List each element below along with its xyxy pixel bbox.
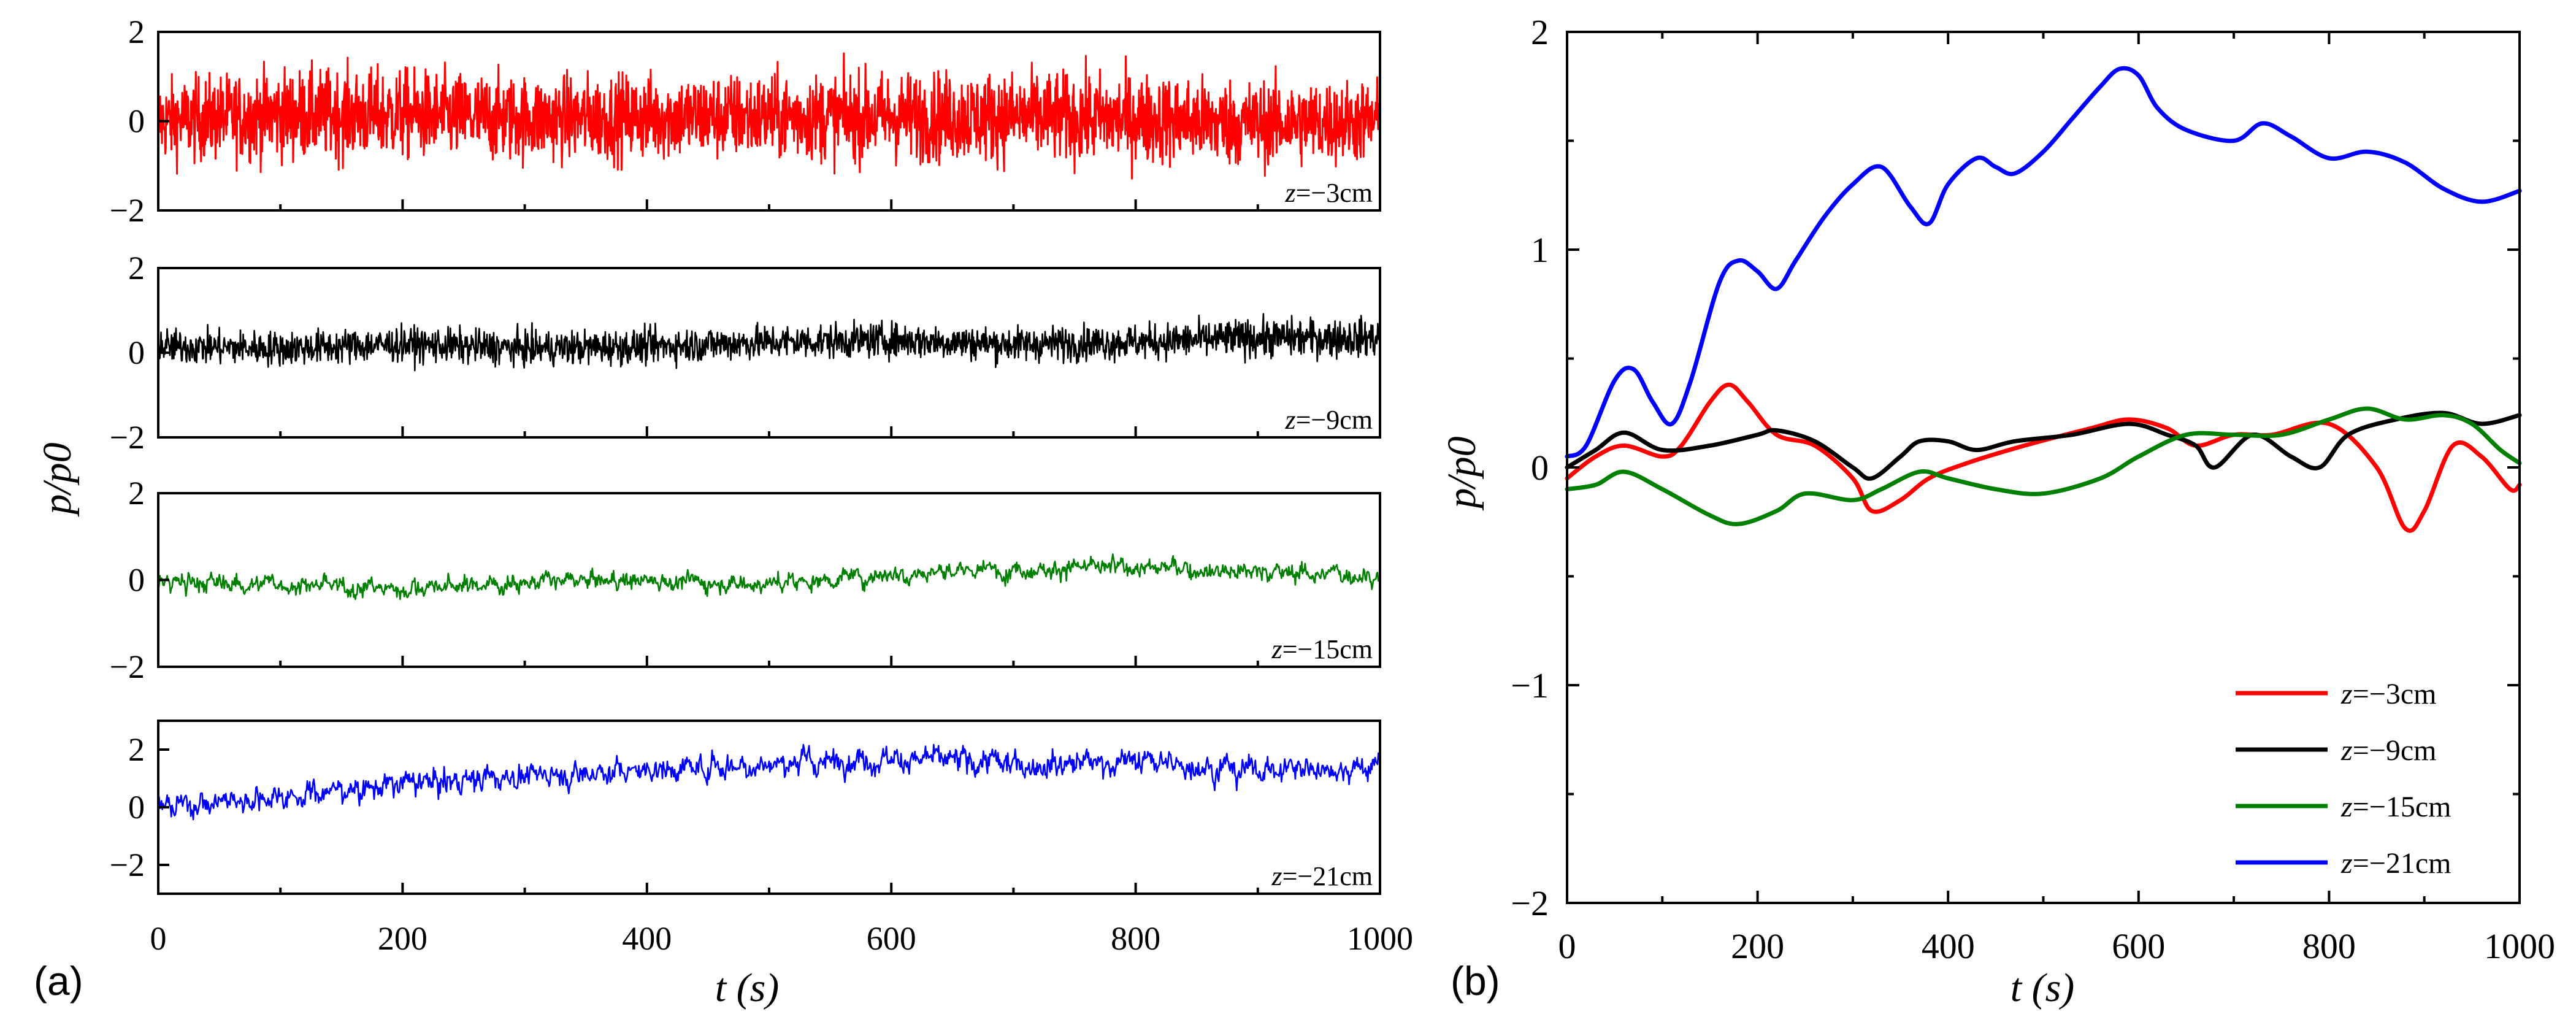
x-tick-label: 400 [622,920,672,957]
x-tick-label: 0 [1558,926,1576,966]
y-tick-label: −2 [110,648,145,685]
x-tick-label: 1000 [2484,926,2555,966]
series-line-3 [157,553,1381,601]
y-tick-label: 0 [128,789,145,826]
y-tick-label: −2 [110,419,145,456]
x-tick-label: 800 [2302,926,2356,966]
series-line-b-1 [1565,382,2522,533]
y-tick-label: −1 [1511,666,1549,705]
panel-a-ylabel: p/p0 [35,442,80,516]
y-tick-label: 2 [128,250,145,286]
y-tick-label: 2 [1531,12,1549,52]
series-line-4 [157,743,1381,821]
panel-a-xlabel: t (s) [715,965,779,1010]
legend-label-2: z=−9cm [2340,734,2436,767]
panel-b-ylabel: p/p0 [1439,436,1484,510]
panel-b-xlabel: t (s) [2011,965,2074,1010]
series-line-1 [157,52,1381,180]
panel-a-subplot-3: −2 0 2 z=−15cm [110,475,1381,685]
series-line-b-4 [1565,66,2522,459]
subplot-label-3: z=−15cm [1271,634,1373,664]
x-tick-label: 1000 [1347,920,1413,957]
y-tick-label: −2 [1511,883,1549,923]
y-tick-label: −2 [110,192,145,229]
panel-b-plot: −2 −1 0 1 2 0 200 400 600 800 1000 z=−3cm z=−9cm z=−1… [1511,12,2555,966]
series-line-2 [157,313,1381,372]
panel-a-subplot-4: −2 0 2 z=−21cm [110,720,1381,895]
y-tick-label: 0 [128,562,145,599]
y-tick-label: 0 [1531,448,1549,488]
x-tick-label: 600 [2112,926,2165,966]
x-tick-label: 200 [378,920,427,957]
subplot-label-2: z=−9cm [1284,405,1373,435]
panel-b: −2 −1 0 1 2 0 200 400 600 800 1000 z=−3cm z=−9cm z=−1… [1439,12,2555,1010]
y-tick-label: −2 [110,846,145,883]
panel-a-label: (a) [34,958,83,1004]
x-tick-label: 200 [1731,926,1784,966]
x-tick-label: 400 [1922,926,1975,966]
series-line-b-2 [1565,410,2522,481]
panel-a-frame-4 [157,720,1381,895]
panel-a-subplot-2: −2 0 2 z=−9cm [110,250,1381,456]
legend-label-3: z=−15cm [2340,791,2451,823]
x-tick-label: 600 [867,920,916,957]
y-tick-label: 1 [1531,230,1549,270]
x-tick-label: 0 [150,920,167,957]
y-tick-label: 0 [128,103,145,140]
x-tick-label: 800 [1111,920,1160,957]
panel-a: −202z=−3cm−202z=−9cm−202z=−15cm−202z=−21… [34,13,1413,1010]
subplot-label-4: z=−21cm [1271,861,1373,891]
panel-b-label: (b) [1451,958,1500,1004]
legend-label-4: z=−21cm [2340,847,2451,880]
y-tick-label: 2 [128,731,145,768]
y-tick-label: 2 [128,475,145,512]
series-line-b-3 [1565,406,2522,526]
panel-a-subplots: −202z=−3cm−202z=−9cm−202z=−15cm−202z=−21… [110,13,1413,957]
legend-label-1: z=−3cm [2340,678,2436,710]
subplot-label-1: z=−3cm [1284,178,1373,208]
y-tick-label: 2 [128,13,145,50]
panel-a-subplot-1: −2 0 2 z=−3cm [110,13,1381,229]
y-tick-label: 0 [128,334,145,371]
